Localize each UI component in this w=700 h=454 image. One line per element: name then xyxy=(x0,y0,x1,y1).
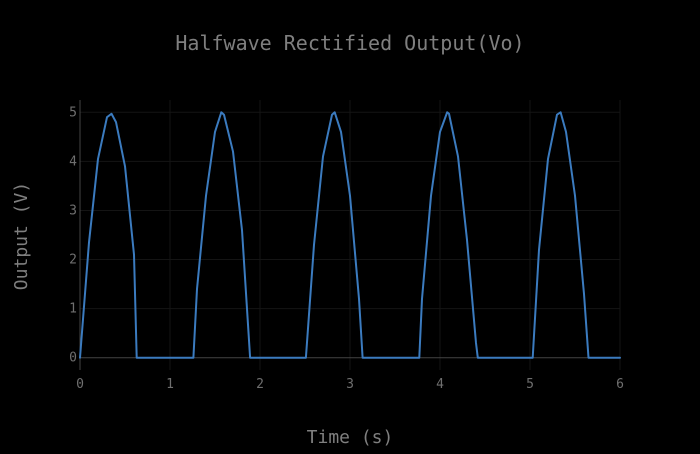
y-tick-label: 0 xyxy=(69,351,77,366)
chart-title: Halfwave Rectified Output(Vo) xyxy=(175,31,524,55)
x-tick-label: 6 xyxy=(616,377,624,392)
y-tick-label: 3 xyxy=(69,203,77,218)
x-tick-label: 3 xyxy=(346,377,354,392)
y-tick-label: 5 xyxy=(69,105,77,120)
tick-labels: 0 1 2 3 4 5 6 0 1 2 3 4 5 xyxy=(69,105,624,392)
y-tick-label: 4 xyxy=(69,154,77,169)
grid xyxy=(80,100,621,370)
x-tick-label: 2 xyxy=(256,377,264,392)
x-tick-label: 1 xyxy=(166,377,174,392)
y-tick-label: 1 xyxy=(69,302,77,317)
y-axis-title: Output (V) xyxy=(11,182,32,290)
x-tick-label: 0 xyxy=(76,377,84,392)
series-layer xyxy=(79,111,621,359)
y-tick-label: 2 xyxy=(69,253,77,268)
x-tick-label: 4 xyxy=(436,377,444,392)
series-line xyxy=(79,111,621,359)
x-tick-label: 5 xyxy=(526,377,534,392)
x-axis-title: Time (s) xyxy=(307,427,394,448)
